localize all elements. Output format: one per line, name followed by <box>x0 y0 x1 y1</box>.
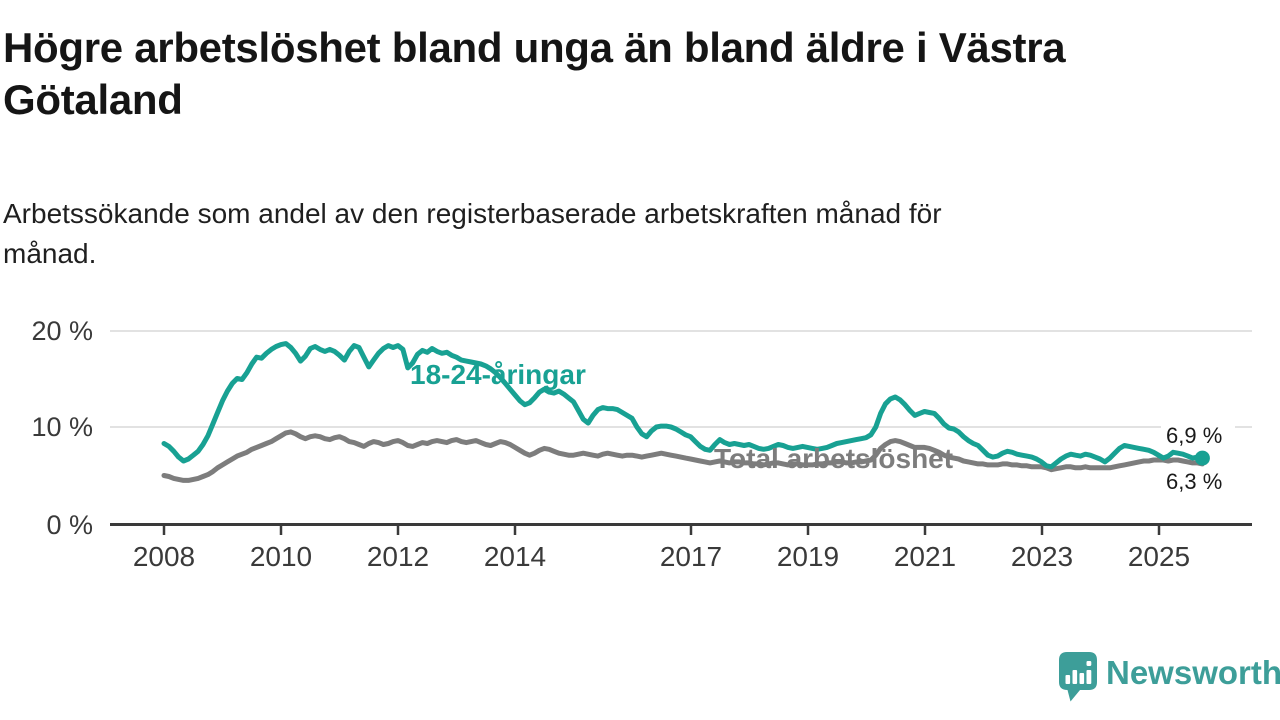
title-line-2: Götaland <box>3 76 183 123</box>
series-line-total <box>161 429 1205 483</box>
logo-bar-chart-icon <box>1065 661 1092 684</box>
y-tick-20: 20 % <box>31 316 93 346</box>
x-tick-2023: 2023 <box>1011 541 1073 572</box>
end-label-bg <box>1161 423 1235 448</box>
chart-subtitle: Arbetssökande som andel av den registerb… <box>3 194 942 274</box>
series-label-youth: 18-24-åringar <box>410 359 586 390</box>
end-value-youth: 6,9 % <box>1166 423 1222 448</box>
x-tick-2021: 2021 <box>894 541 956 572</box>
x-axis-ticks <box>162 526 1161 535</box>
x-tick-2010: 2010 <box>250 541 312 572</box>
series-label-total: Total arbetslöshet <box>714 443 953 474</box>
newsworthy-logo: Newsworthy <box>1059 652 1280 702</box>
series-line-youth <box>161 341 1205 470</box>
x-tick-2017: 2017 <box>660 541 722 572</box>
y-tick-10: 10 % <box>31 412 93 442</box>
x-tick-2025: 2025 <box>1128 541 1190 572</box>
end-value-total: 6,3 % <box>1166 469 1222 494</box>
x-tick-2019: 2019 <box>777 541 839 572</box>
page-title: Högre arbetslöshet bland unga än bland ä… <box>3 22 1066 126</box>
subtitle-line-1: Arbetssökande som andel av den registerb… <box>3 198 942 229</box>
x-tick-2012: 2012 <box>367 541 429 572</box>
y-tick-0: 0 % <box>46 510 93 540</box>
x-tick-2014: 2014 <box>484 541 546 572</box>
subtitle-line-2: månad. <box>3 238 97 269</box>
x-tick-2008: 2008 <box>133 541 195 572</box>
end-point-dot <box>1194 450 1210 466</box>
title-line-1: Högre arbetslöshet bland unga än bland ä… <box>3 24 1066 71</box>
logo-exclamation-dot <box>1086 661 1092 666</box>
logo-wordmark: Newsworthy <box>1106 654 1280 691</box>
